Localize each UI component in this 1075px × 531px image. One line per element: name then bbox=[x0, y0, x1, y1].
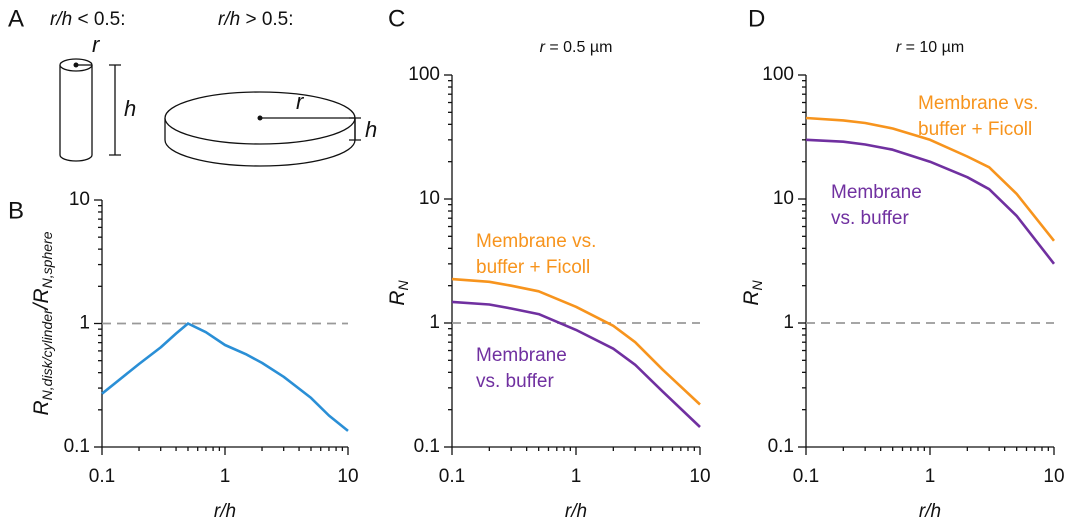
radius-label: r bbox=[92, 32, 101, 57]
series-label: buffer + Ficoll bbox=[476, 257, 590, 278]
x-tick-label: 10 bbox=[337, 466, 358, 487]
x-tick-label: 1 bbox=[571, 466, 582, 487]
size-condition: r/h > 0.5: bbox=[218, 9, 294, 30]
panel-letter: B bbox=[8, 197, 24, 224]
y-tick-label: 1 bbox=[429, 312, 440, 333]
series-label: Membrane bbox=[831, 182, 922, 203]
text-part: R bbox=[740, 290, 763, 305]
y-axis-label: RN bbox=[740, 279, 765, 305]
y-tick-label: 1 bbox=[79, 313, 90, 334]
size-condition: r/h < 0.5: bbox=[50, 9, 126, 30]
panel-letter: D bbox=[748, 5, 765, 32]
text-part: r/h bbox=[565, 501, 587, 522]
x-axis-label: r/h bbox=[214, 501, 236, 522]
center-dot bbox=[73, 62, 79, 68]
series-label: Membrane vs. bbox=[918, 93, 1038, 114]
y-tick-label: 10 bbox=[773, 188, 794, 209]
y-axis-label: RN,disk/cylinder/RN,sphere bbox=[30, 231, 55, 415]
data-line bbox=[101, 322, 349, 432]
cylinder-body bbox=[59, 65, 93, 162]
text-part: r bbox=[540, 39, 546, 56]
y-tick-label: 0.1 bbox=[768, 436, 794, 457]
panel-letter: A bbox=[8, 5, 24, 32]
height-label: h bbox=[365, 117, 377, 142]
data-line bbox=[805, 116, 1056, 242]
x-tick-label: 0.1 bbox=[89, 466, 115, 487]
series-label: buffer + Ficoll bbox=[918, 119, 1032, 140]
x-tick-label: 1 bbox=[220, 466, 231, 487]
series-label: Membrane vs. bbox=[476, 231, 596, 252]
data-line bbox=[451, 277, 701, 406]
text-part: r/h bbox=[919, 501, 941, 522]
y-tick-label: 100 bbox=[762, 64, 794, 85]
data-line bbox=[805, 138, 1056, 265]
series-label: vs. buffer bbox=[476, 371, 554, 392]
y-tick-label: 10 bbox=[69, 189, 90, 210]
text-part: N bbox=[395, 279, 411, 290]
x-tick-label: 0.1 bbox=[439, 466, 465, 487]
panel-letter: C bbox=[388, 5, 405, 32]
y-tick-label: 1 bbox=[783, 312, 794, 333]
x-tick-label: 10 bbox=[1043, 466, 1064, 487]
height-bracket bbox=[109, 64, 121, 156]
height-label: h bbox=[124, 96, 136, 121]
text-part: > 0.5: bbox=[240, 9, 293, 30]
x-tick-label: 10 bbox=[689, 466, 710, 487]
text-part: r/h bbox=[214, 501, 236, 522]
text-part: = 10 µm bbox=[901, 39, 964, 56]
x-axis-label: r/h bbox=[565, 501, 587, 522]
y-tick-label: 100 bbox=[408, 64, 440, 85]
panel-title: r = 10 µm bbox=[896, 39, 964, 56]
x-axis-label: r/h bbox=[919, 501, 941, 522]
y-tick-label: 0.1 bbox=[414, 436, 440, 457]
text-part: /R bbox=[30, 288, 53, 311]
radius-label: r bbox=[296, 89, 305, 114]
text-part: r/h bbox=[218, 9, 240, 30]
text-part: R bbox=[386, 290, 409, 305]
text-part: = 0.5 µm bbox=[545, 39, 612, 56]
x-tick-label: 0.1 bbox=[793, 466, 819, 487]
text-part: N,sphere bbox=[39, 231, 55, 288]
series-label: vs. buffer bbox=[831, 208, 909, 229]
y-tick-label: 0.1 bbox=[64, 436, 90, 457]
series-label: Membrane bbox=[476, 345, 567, 366]
center-dot bbox=[257, 115, 263, 121]
panel-title: r = 0.5 µm bbox=[540, 39, 613, 56]
y-tick-label: 10 bbox=[419, 188, 440, 209]
data-line bbox=[451, 300, 701, 428]
height-bracket bbox=[349, 117, 361, 141]
text-part: R bbox=[30, 400, 53, 415]
text-part: r/h bbox=[50, 9, 72, 30]
text-part: N,disk/cylinder bbox=[39, 308, 55, 400]
text-part: r bbox=[896, 39, 902, 56]
text-part: N bbox=[749, 279, 765, 290]
panel-a: A r h r h bbox=[8, 5, 377, 167]
x-tick-label: 1 bbox=[925, 466, 936, 487]
y-axis-label: RN bbox=[386, 279, 411, 305]
text-part: < 0.5: bbox=[72, 9, 125, 30]
